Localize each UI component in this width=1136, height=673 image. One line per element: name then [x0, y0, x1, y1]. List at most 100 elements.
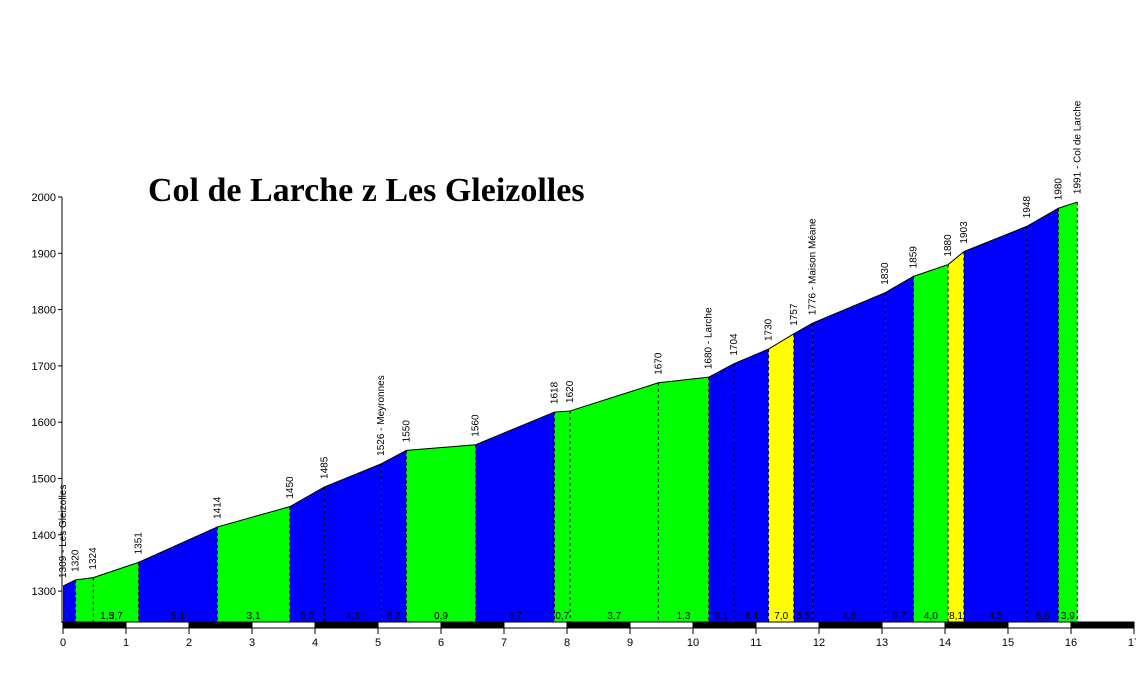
gradient-segment-fills: [63, 202, 1078, 623]
y-tick-label: 1900: [32, 248, 56, 260]
altitude-label: 1351: [134, 532, 145, 555]
x-tick-label: 13: [876, 637, 888, 649]
altitude-label: 1757: [789, 303, 800, 326]
altitude-label: 1948: [1022, 196, 1033, 219]
altitude-label: 1880: [943, 234, 954, 257]
x-tick-label: 16: [1065, 637, 1077, 649]
grade-label: 4,0: [924, 611, 938, 622]
gradient-segment-blue: [793, 323, 813, 623]
x-tick-label: 0: [60, 637, 66, 649]
grade-label: 5,5: [796, 611, 810, 622]
x-tick-label: 12: [813, 637, 825, 649]
grade-label: 0,7: [555, 611, 569, 622]
x-tick-label: 15: [1002, 637, 1014, 649]
gradient-segment-blue: [1026, 208, 1059, 623]
x-tick-label: 8: [564, 637, 570, 649]
x-tick-label: 6: [438, 637, 444, 649]
x-axis-bar-segment: [1007, 621, 1072, 629]
x-axis-bar-segment: [755, 621, 820, 629]
gradient-segment-blue: [324, 463, 382, 623]
altitude-label: 1730: [764, 318, 775, 341]
gradient-segment-green: [570, 382, 659, 623]
grade-label: 3,1: [247, 611, 261, 622]
gradient-segment-green: [217, 506, 290, 623]
gradient-segment-blue: [138, 526, 218, 623]
chart-title: Col de Larche z Les Gleizolles: [148, 172, 585, 209]
grade-label: 8,1: [949, 611, 963, 622]
profile-outline: [62, 201, 1078, 587]
altitude-label: 1309 - Les Gleizolles: [58, 485, 69, 578]
altitude-label: 1485: [319, 456, 330, 479]
x-axis-bar-segment: [503, 621, 568, 629]
gradient-segment-blue: [708, 363, 734, 623]
x-tick-label: 10: [687, 637, 699, 649]
grade-label: 3,9: [1061, 611, 1075, 622]
grade-label: 1,5: [100, 611, 114, 622]
gradient-segment-yellow: [768, 333, 794, 623]
gradient-segment-green: [406, 444, 476, 623]
x-axis-bar-segment: [944, 621, 1009, 629]
altitude-label: 1324: [88, 547, 99, 570]
gradient-segment-blue: [963, 226, 1027, 623]
x-axis-bar-segment: [818, 621, 883, 629]
y-tick-label: 1400: [32, 530, 56, 542]
x-axis-bar-segment: [440, 621, 505, 629]
grade-label: 6,0: [300, 611, 314, 622]
y-tick-label: 2000: [32, 192, 56, 204]
x-tick-label: 14: [939, 637, 951, 649]
gradient-segment-blue: [812, 292, 886, 623]
gradient-segment-green: [1058, 202, 1078, 623]
altitude-label: 1704: [729, 333, 740, 356]
altitude-label: 1991 - Col de Larche: [1072, 100, 1083, 194]
gradient-segment-green: [913, 264, 949, 623]
y-tick-label: 1300: [32, 586, 56, 598]
y-axis: 1300 1400 1500 1600 1700 1800 1900 2000: [32, 192, 63, 623]
gradient-segment-blue: [381, 450, 407, 623]
x-axis-bar-segment: [314, 621, 379, 629]
gradient-segment-green: [554, 410, 571, 623]
x-axis-bar-segment: [881, 621, 946, 629]
y-tick-label: 1500: [32, 474, 56, 486]
altitude-label: 1450: [285, 476, 296, 499]
altitude-label: 1620: [565, 380, 576, 403]
gradient-segment-blue: [733, 349, 769, 623]
x-tick-label: 2: [186, 637, 192, 649]
gradient-segment-yellow: [948, 251, 964, 623]
x-tick-label: 11: [750, 637, 761, 649]
x-tick-label: 1: [123, 637, 129, 649]
altitude-label: 1560: [471, 414, 482, 437]
y-tick-label: 1700: [32, 361, 56, 373]
grade-label: 5,1: [171, 611, 185, 622]
altitude-labels: 1309 - Les Gleizolles 1320 1324 1351 1414 145…: [58, 100, 1083, 578]
grade-labels: 1,53,7 5,1 3,1 6,0 4,3 6,2 0,9 4,7 0,7 3,7 1,3 6,1 4…: [100, 611, 1075, 622]
altitude-label: 1550: [401, 420, 412, 443]
grade-label: 4,3: [346, 611, 360, 622]
gradient-segment-green: [93, 562, 139, 623]
y-tick-label: 1800: [32, 305, 56, 317]
x-axis-bar-segment: [62, 621, 127, 629]
x-tick-label: 3: [249, 637, 255, 649]
grade-label: 3,7: [109, 611, 123, 622]
gradient-segment-blue: [63, 579, 76, 623]
gradient-segment-blue: [885, 276, 914, 623]
x-axis-bar-segment: [566, 621, 631, 629]
grade-label: 6,2: [387, 611, 401, 622]
altitude-label: 1980: [1053, 178, 1064, 201]
x-tick-label: 17: [1128, 637, 1136, 649]
grade-label: 0,9: [434, 611, 448, 622]
profile-line: [62, 201, 1078, 587]
grade-label: 6,7: [892, 611, 906, 622]
x-axis: 01234567891011121314151617: [60, 621, 1136, 649]
gradient-segment-blue: [475, 412, 555, 623]
x-tick-label: 5: [375, 637, 381, 649]
altitude-label: 1414: [212, 496, 223, 519]
gradient-segment-green: [658, 377, 709, 623]
grade-label: 4,5: [988, 611, 1002, 622]
altitude-label: 1618: [549, 381, 560, 404]
grade-label: 3,7: [607, 611, 621, 622]
x-axis-bar-segment: [629, 621, 694, 629]
altitude-label: 1776 - Maison Méane: [808, 218, 819, 315]
grade-label: 1,3: [677, 611, 691, 622]
altitude-label: 1859: [909, 246, 920, 269]
